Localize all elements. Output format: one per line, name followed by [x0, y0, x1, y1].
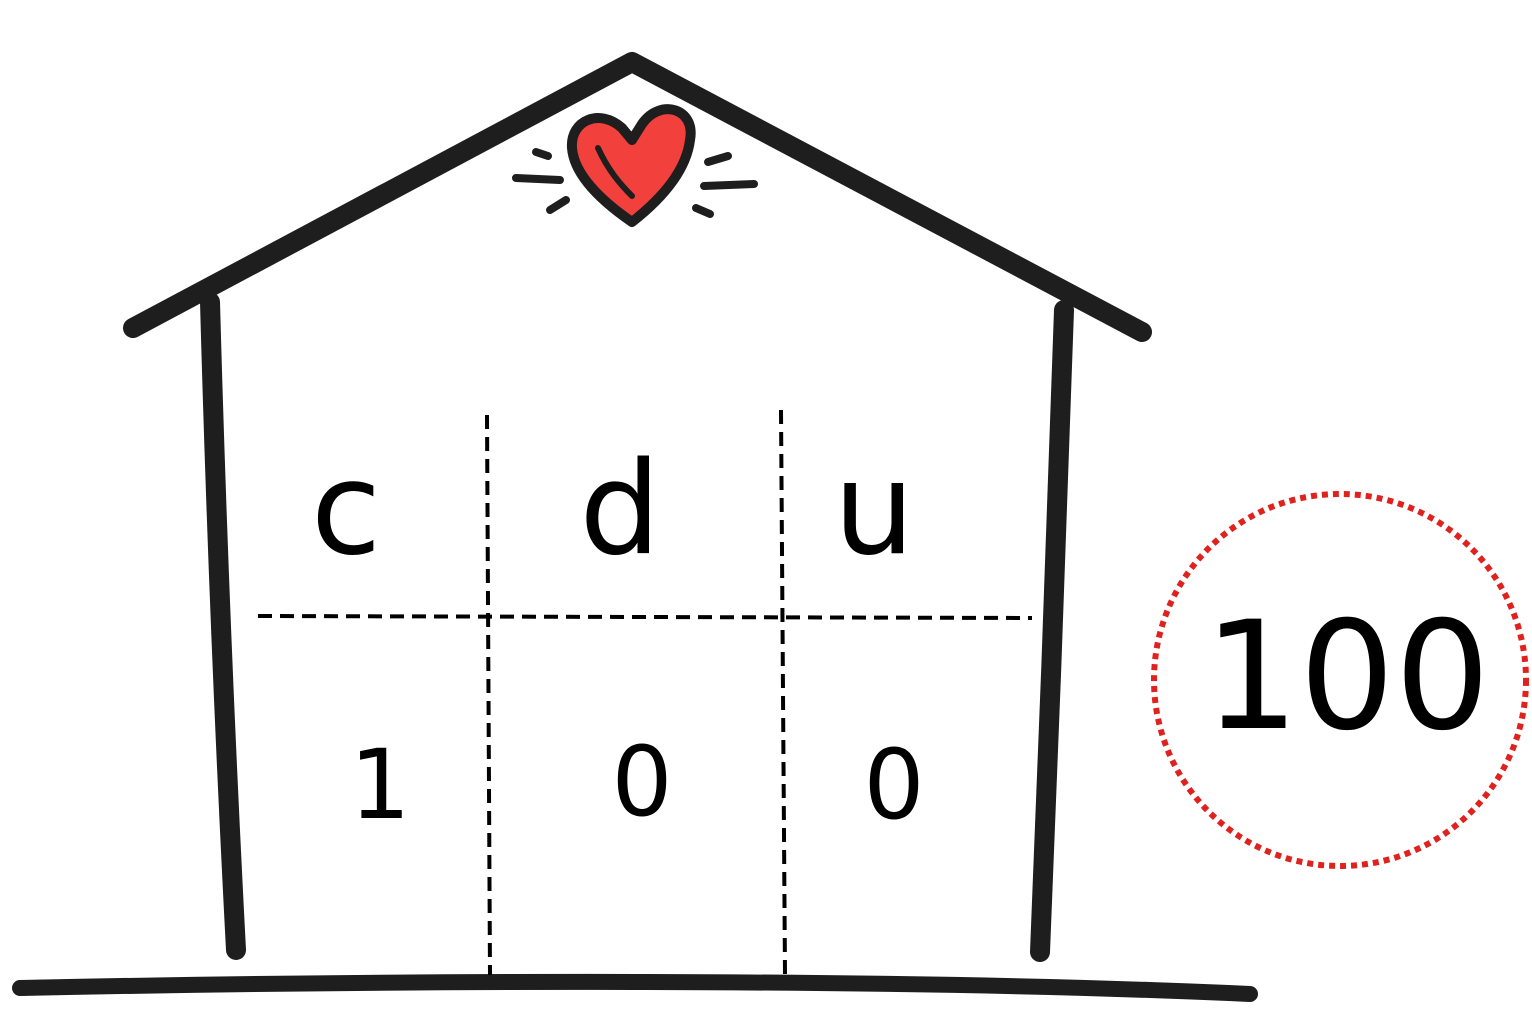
heart-icon: [566, 104, 696, 227]
house-right-wall: [1030, 300, 1074, 962]
house-left-wall: [200, 292, 246, 960]
heart-sparkles: [512, 148, 758, 218]
grid-divider-vertical-2: [779, 409, 787, 976]
house-roof: [123, 52, 1152, 342]
digit-hundreds: 1: [349, 729, 410, 841]
header-units: u: [833, 435, 914, 584]
number-value: 100: [1204, 590, 1490, 764]
header-tens: d: [579, 435, 660, 584]
grid-divider-vertical-1: [485, 414, 492, 976]
header-hundreds: c: [311, 435, 381, 584]
digit-tens: 0: [611, 726, 672, 838]
place-value-grid: [257, 409, 1033, 976]
digit-units: 0: [863, 729, 924, 841]
number-circle: [1151, 491, 1529, 869]
ground-line: [12, 973, 1258, 1002]
grid-divider-horizontal: [257, 614, 1033, 620]
